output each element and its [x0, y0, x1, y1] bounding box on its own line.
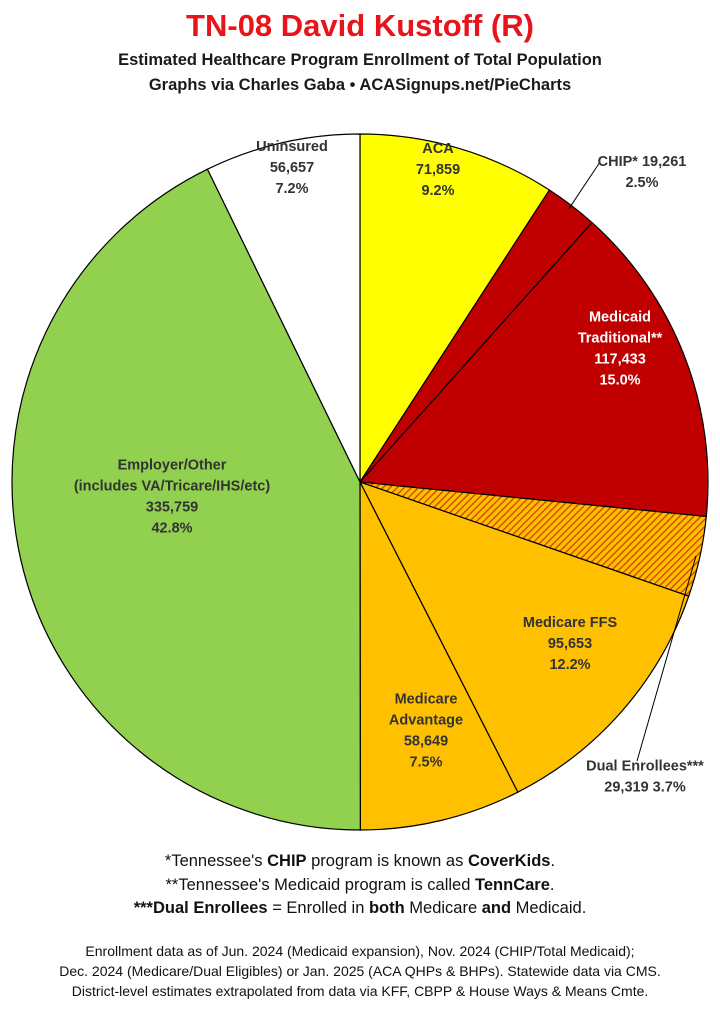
slice-label-medicare-advantage-line-1: Medicare — [395, 691, 458, 707]
source-line-1: Enrollment data as of Jun. 2024 (Medicai… — [85, 943, 635, 959]
slice-label-uninsured-line-2: 56,657 — [270, 160, 314, 176]
slice-label-chip-line-1: CHIP* 19,261 — [598, 154, 687, 170]
source-line-2: Dec. 2024 (Medicare/Dual Eligibles) or J… — [59, 963, 661, 979]
slice-label-medicare-ffs-line-1: Medicare FFS — [523, 615, 618, 631]
pie-slice-medicare-advantage — [359, 481, 519, 831]
slice-label-medicare-advantage-line-3: 58,649 — [404, 733, 448, 749]
slice-label-uninsured-line-1: Uninsured — [256, 139, 328, 155]
slice-label-employer-other-includes-va-tricare-ihs-etc-line-2: (includes VA/Tricare/IHS/etc) — [74, 478, 271, 494]
footnote-chip: *Tennessee's CHIP program is known as Co… — [164, 852, 556, 870]
slice-label-medicaid-traditional-line-3: 117,433 — [594, 351, 646, 367]
footnote-dual-enrollees: ***Dual Enrollees = Enrolled in both Med… — [133, 899, 587, 917]
pie-slice-uninsured — [206, 133, 361, 483]
pie-slice-employer-other-includes-va-tricare-ihs-etc — [11, 168, 361, 831]
slice-label-medicaid-traditional-line-2: Traditional** — [578, 330, 663, 346]
source-line-3: District-level estimates extrapolated fr… — [71, 983, 649, 999]
slice-label-dual-enrollees-line-2: 29,319 3.7% — [604, 779, 686, 795]
slice-label-medicaid-traditional-line-4: 15.0% — [599, 372, 640, 388]
pie-slice-aca — [359, 133, 551, 485]
callout-line-chip — [568, 161, 601, 209]
chart-credit: Graphs via Charles Gaba • ACASignups.net… — [148, 76, 572, 94]
slice-label-employer-other-includes-va-tricare-ihs-etc-line-4: 42.8% — [151, 520, 192, 536]
callout-line-dual-enrollees — [636, 555, 697, 762]
slice-label-medicare-advantage-line-2: Advantage — [389, 712, 463, 728]
slice-label-aca-line-3: 9.2% — [421, 183, 454, 199]
slice-label-chip-line-2: 2.5% — [625, 175, 658, 191]
chart-title: TN-08 David Kustoff (R) — [186, 8, 534, 43]
pie-chart: ACA 71,859 9.2% CHIP* 19,261 2.5% Medicaid Tra… — [11, 133, 709, 831]
pie-slice-medicaid-traditional — [358, 221, 709, 518]
slice-label-dual-enrollees-line-1: Dual Enrollees*** — [586, 758, 704, 774]
slice-label-medicare-advantage-line-4: 7.5% — [409, 754, 442, 770]
slice-label-uninsured-line-3: 7.2% — [275, 181, 308, 197]
slice-label-employer-other-includes-va-tricare-ihs-etc-line-1: Employer/Other — [118, 457, 227, 473]
slice-label-employer-other-includes-va-tricare-ihs-etc-line-3: 335,759 — [146, 499, 198, 515]
footnote-medicaid: **Tennessee's Medicaid program is called… — [165, 876, 555, 894]
slice-label-aca-line-2: 71,859 — [416, 162, 460, 178]
slice-label-medicare-ffs-line-3: 12.2% — [549, 657, 590, 673]
chart-subtitle: Estimated Healthcare Program Enrollment … — [118, 51, 602, 69]
slice-label-medicare-ffs-line-2: 95,653 — [548, 636, 592, 652]
slice-label-aca-line-1: ACA — [422, 141, 454, 157]
slice-label-medicaid-traditional-line-1: Medicaid — [589, 309, 651, 325]
pie-slice-medicare-ffs — [358, 480, 690, 793]
